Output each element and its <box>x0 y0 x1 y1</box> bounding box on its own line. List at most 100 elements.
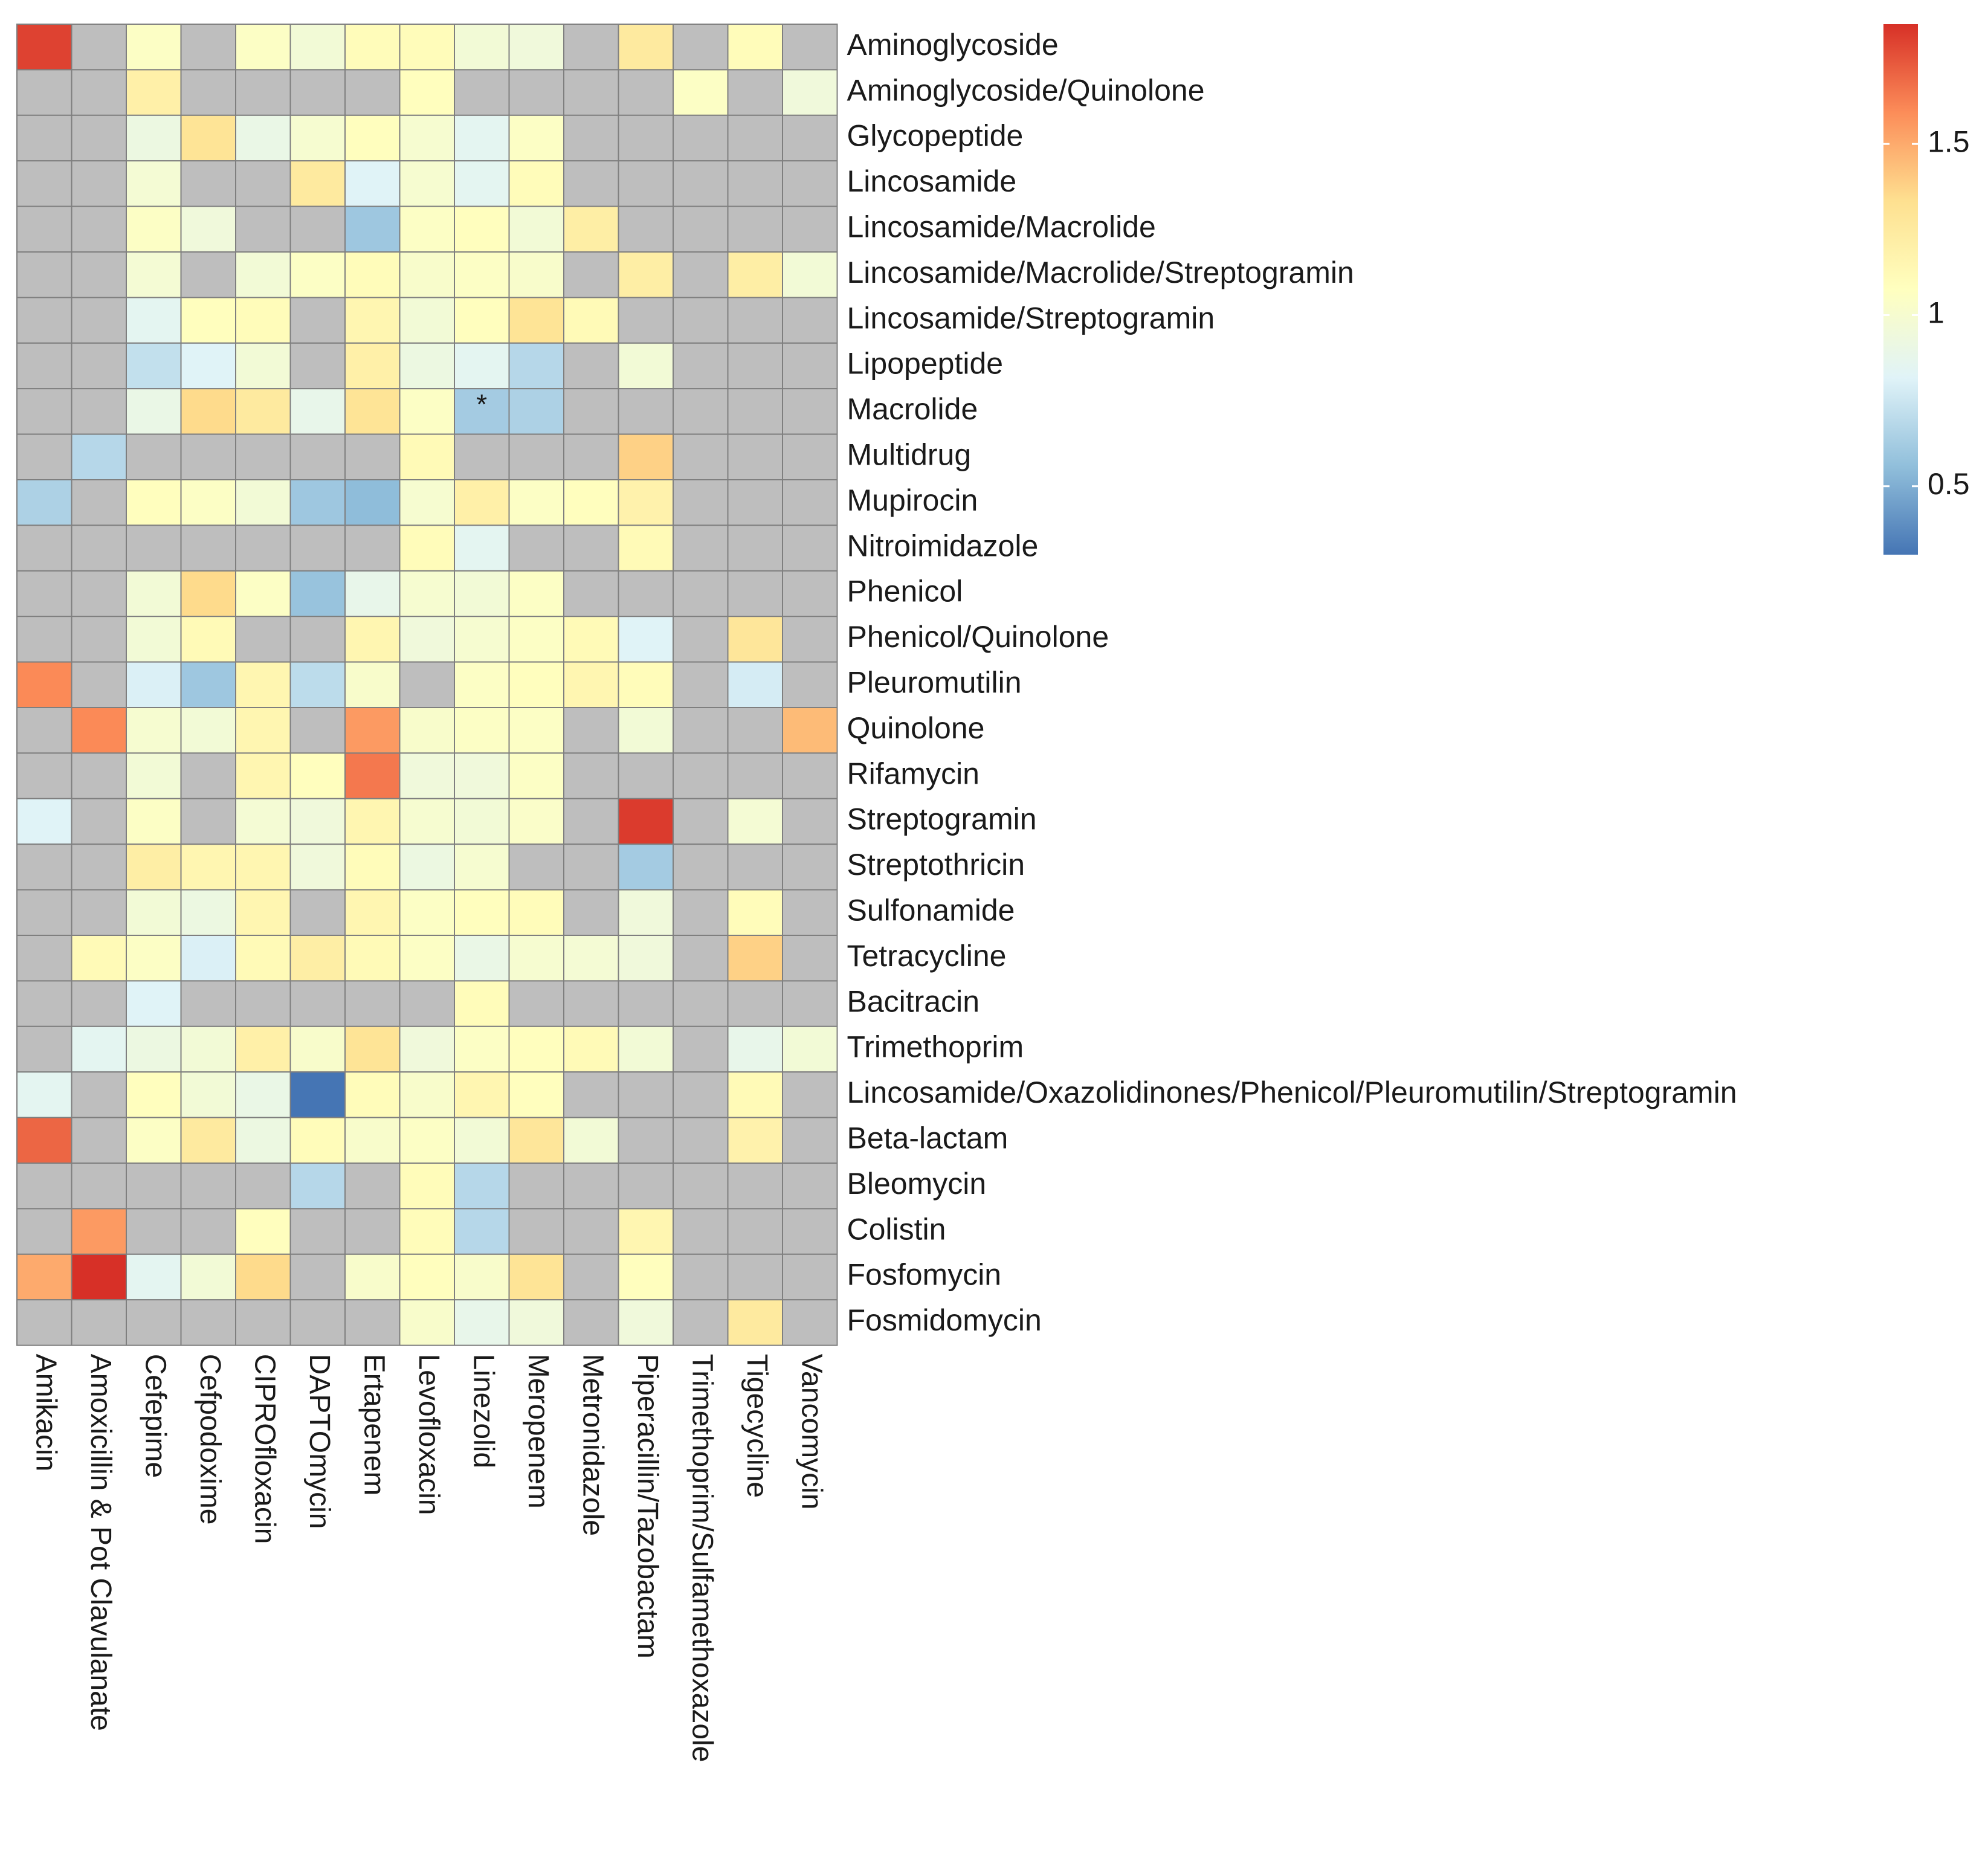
heatmap-cell-mupirocin-cefpodoxime <box>180 479 236 526</box>
heatmap-cell-bacitracin-meropenem <box>508 980 564 1027</box>
heatmap-cell-aminoglycoside-amoxicillin-pot-clavulanate <box>71 24 127 71</box>
heatmap-cell-quinolone-amoxicillin-pot-clavulanate <box>71 707 127 754</box>
row-label-lincosamide-oxazolidinones-phenicol-pleuromutilin-streptogramin: Lincosamide/Oxazolidinones/Phenicol/Pleu… <box>847 1076 1737 1109</box>
heatmap-cell-glycopeptide-vancomycin <box>782 114 838 162</box>
heatmap-cell-bacitracin-tigecycline <box>727 980 783 1027</box>
heatmap-cell-lincosamide-macrolide-cefpodoxime <box>180 205 236 253</box>
heatmap-cell-lincosamide-trimethoprim-sulfamethoxazole <box>673 160 729 207</box>
heatmap-cell-nitroimidazole-cefepime <box>126 524 182 572</box>
heatmap-cell-lincosamide-macrolide-streptogramin-meropenem <box>508 251 564 298</box>
row-label-beta-lactam: Beta-lactam <box>847 1121 1009 1155</box>
row-label-aminoglycoside-quinolone: Aminoglycoside/Quinolone <box>847 73 1205 107</box>
heatmap-cell-tetracycline-meropenem <box>508 935 564 982</box>
heatmap-cell-aminoglycoside-quinolone-meropenem <box>508 69 564 116</box>
heatmap-cell-lincosamide-macrolide-daptomycin <box>289 205 346 253</box>
cell-annotations: * <box>476 389 487 420</box>
heatmap-cell-lincosamide-oxazolidinones-phenicol-pleuromutilin-streptogramin-vancomycin <box>782 1071 838 1118</box>
heatmap-cell-bacitracin-cefepime <box>126 980 182 1027</box>
heatmap-cell-nitroimidazole-cefpodoxime <box>180 524 236 572</box>
heatmap-cell-bacitracin-amoxicillin-pot-clavulanate <box>71 980 127 1027</box>
heatmap-cell-fosfomycin-tigecycline <box>727 1253 783 1301</box>
row-label-rifamycin: Rifamycin <box>847 756 979 790</box>
heatmap-cell-glycopeptide-cefpodoxime <box>180 114 236 162</box>
heatmap-cell-colistin-tigecycline <box>727 1208 783 1255</box>
heatmap-cell-beta-lactam-cefpodoxime <box>180 1117 236 1164</box>
heatmap-cell-streptogramin-piperacillin-tazobactam <box>618 798 674 845</box>
heatmap-cell-trimethoprim-cefpodoxime <box>180 1025 236 1073</box>
heatmap-cell-glycopeptide-piperacillin-tazobactam <box>618 114 674 162</box>
heatmap-cell-sulfonamide-tigecycline <box>727 889 783 936</box>
row-label-fosmidomycin: Fosmidomycin <box>847 1303 1042 1337</box>
heatmap-cell-aminoglycoside-trimethoprim-sulfamethoxazole <box>673 24 729 71</box>
heatmap-cell-lincosamide-oxazolidinones-phenicol-pleuromutilin-streptogramin-amoxicillin-pot-clavulanate <box>71 1071 127 1118</box>
heatmap-cell-fosmidomycin-vancomycin <box>782 1299 838 1346</box>
heatmap-cell-fosmidomycin-metronidazole <box>563 1299 619 1346</box>
heatmap-cell-nitroimidazole-ertapenem <box>344 524 401 572</box>
heatmap-cell-lincosamide-streptogramin-cefepime <box>126 297 182 344</box>
row-label-pleuromutilin: Pleuromutilin <box>847 666 1022 700</box>
colorbar: 0.5 1 1.5 <box>1883 24 1970 555</box>
heatmap-cell-lincosamide-daptomycin <box>289 160 346 207</box>
heatmap-cell-fosmidomycin-linezolid <box>454 1299 510 1346</box>
heatmap-cell-lincosamide-macrolide-streptogramin-metronidazole <box>563 251 619 298</box>
heatmap-cells <box>16 24 838 1346</box>
heatmap-cell-streptothricin-ertapenem <box>344 843 401 891</box>
heatmap-cell-lincosamide-macrolide-levofloxacin <box>399 205 455 253</box>
heatmap-cell-rifamycin-amikacin <box>16 752 73 799</box>
heatmap-cell-fosmidomycin-tigecycline <box>727 1299 783 1346</box>
heatmap-cell-lincosamide-macrolide-streptogramin-daptomycin <box>289 251 346 298</box>
column-label-piperacillin-tazobactam: Piperacillin/Tazobactam <box>631 1354 663 1659</box>
heatmap-cell-bacitracin-trimethoprim-sulfamethoxazole <box>673 980 729 1027</box>
heatmap-cell-aminoglycoside-quinolone-tigecycline <box>727 69 783 116</box>
row-label-lincosamide-macrolide-streptogramin: Lincosamide/Macrolide/Streptogramin <box>847 256 1354 289</box>
heatmap-cell-sulfonamide-ertapenem <box>344 889 401 936</box>
row-label-nitroimidazole: Nitroimidazole <box>847 529 1039 563</box>
heatmap-cell-lincosamide-macrolide-streptogramin-ciprofloxacin <box>235 251 291 298</box>
heatmap-cell-phenicol-vancomycin <box>782 570 838 618</box>
heatmap-cell-phenicol-quinolone-cefepime <box>126 616 182 663</box>
heatmap-cell-quinolone-cefpodoxime <box>180 707 236 754</box>
heatmap-cell-streptogramin-trimethoprim-sulfamethoxazole <box>673 798 729 845</box>
column-label-ciprofloxacin: CIPROfloxacin <box>249 1354 281 1544</box>
heatmap-cell-phenicol-quinolone-piperacillin-tazobactam <box>618 616 674 663</box>
heatmap-cell-tetracycline-ertapenem <box>344 935 401 982</box>
heatmap-cell-bacitracin-metronidazole <box>563 980 619 1027</box>
heatmap-cell-beta-lactam-trimethoprim-sulfamethoxazole <box>673 1117 729 1164</box>
heatmap-cell-streptogramin-ertapenem <box>344 798 401 845</box>
heatmap-cell-macrolide-levofloxacin <box>399 388 455 435</box>
heatmap-cell-aminoglycoside-piperacillin-tazobactam <box>618 24 674 71</box>
heatmap-cell-macrolide-piperacillin-tazobactam <box>618 388 674 435</box>
heatmap-cell-mupirocin-linezolid <box>454 479 510 526</box>
heatmap-cell-rifamycin-daptomycin <box>289 752 346 799</box>
heatmap-cell-fosmidomycin-piperacillin-tazobactam <box>618 1299 674 1346</box>
heatmap-cell-lipopeptide-trimethoprim-sulfamethoxazole <box>673 342 729 390</box>
heatmap-cell-fosfomycin-ertapenem <box>344 1253 401 1301</box>
heatmap-cell-phenicol-ertapenem <box>344 570 401 618</box>
row-label-phenicol: Phenicol <box>847 575 963 608</box>
heatmap-cell-lincosamide-ciprofloxacin <box>235 160 291 207</box>
heatmap-cell-nitroimidazole-piperacillin-tazobactam <box>618 524 674 572</box>
heatmap-cell-lipopeptide-ertapenem <box>344 342 401 390</box>
heatmap-cell-phenicol-levofloxacin <box>399 570 455 618</box>
heatmap-cell-lincosamide-macrolide-meropenem <box>508 205 564 253</box>
heatmap-cell-tetracycline-linezolid <box>454 935 510 982</box>
heatmap-cell-lincosamide-macrolide-linezolid <box>454 205 510 253</box>
heatmap-cell-quinolone-ciprofloxacin <box>235 707 291 754</box>
heatmap-cell-phenicol-meropenem <box>508 570 564 618</box>
heatmap-cell-glycopeptide-trimethoprim-sulfamethoxazole <box>673 114 729 162</box>
heatmap-cell-lipopeptide-amikacin <box>16 342 73 390</box>
heatmap-cell-aminoglycoside-ertapenem <box>344 24 401 71</box>
column-label-cefpodoxime: Cefpodoxime <box>194 1354 226 1525</box>
heatmap-cell-colistin-ciprofloxacin <box>235 1208 291 1255</box>
heatmap-cell-mupirocin-metronidazole <box>563 479 619 526</box>
heatmap-cell-mupirocin-piperacillin-tazobactam <box>618 479 674 526</box>
heatmap-cell-streptogramin-linezolid <box>454 798 510 845</box>
heatmap-cell-streptogramin-cefpodoxime <box>180 798 236 845</box>
heatmap-cell-beta-lactam-levofloxacin <box>399 1117 455 1164</box>
heatmap-cell-macrolide-vancomycin <box>782 388 838 435</box>
heatmap-cell-colistin-ertapenem <box>344 1208 401 1255</box>
heatmap-cell-lincosamide-macrolide-streptogramin-trimethoprim-sulfamethoxazole <box>673 251 729 298</box>
heatmap-cell-sulfonamide-trimethoprim-sulfamethoxazole <box>673 889 729 936</box>
heatmap-cell-lipopeptide-levofloxacin <box>399 342 455 390</box>
heatmap-cell-beta-lactam-ciprofloxacin <box>235 1117 291 1164</box>
